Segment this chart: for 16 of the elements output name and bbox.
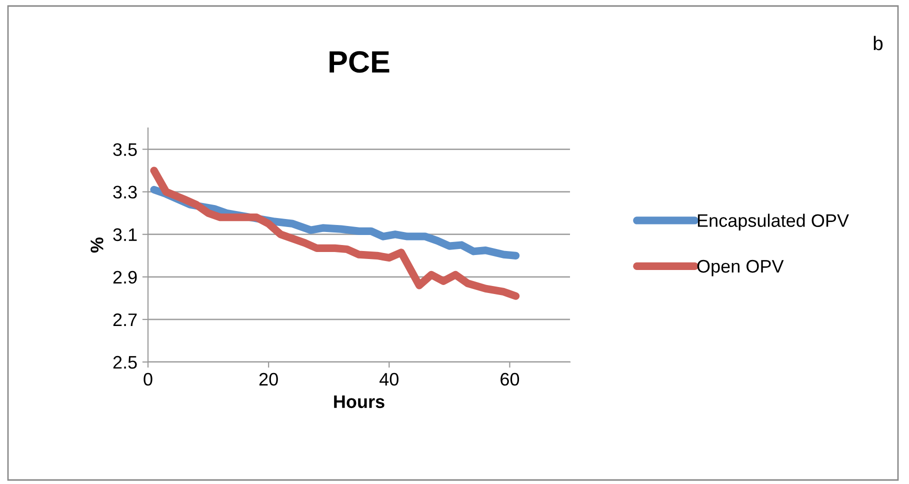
y-tick-label: 2.9: [113, 270, 137, 284]
y-tick-label: 3.1: [113, 228, 137, 242]
legend-label: Open OPV: [697, 260, 784, 276]
y-axis-title: %: [90, 237, 104, 253]
legend-label: Encapsulated OPV: [698, 214, 849, 231]
y-tick-label: 3.5: [113, 143, 137, 156]
x-tick-label: 0: [144, 372, 152, 386]
y-tick-label: 2.7: [113, 313, 137, 326]
x-tick-label: 40: [380, 372, 398, 386]
x-tick-label: 60: [500, 372, 520, 386]
chart-title: PCE: [330, 51, 390, 73]
y-tick-label: 2.5: [113, 356, 137, 369]
x-tick-label: 20: [259, 372, 278, 386]
text: b: [874, 36, 883, 50]
x-axis-title: Hours: [334, 395, 384, 408]
y-tick-label: 3.3: [113, 186, 137, 199]
